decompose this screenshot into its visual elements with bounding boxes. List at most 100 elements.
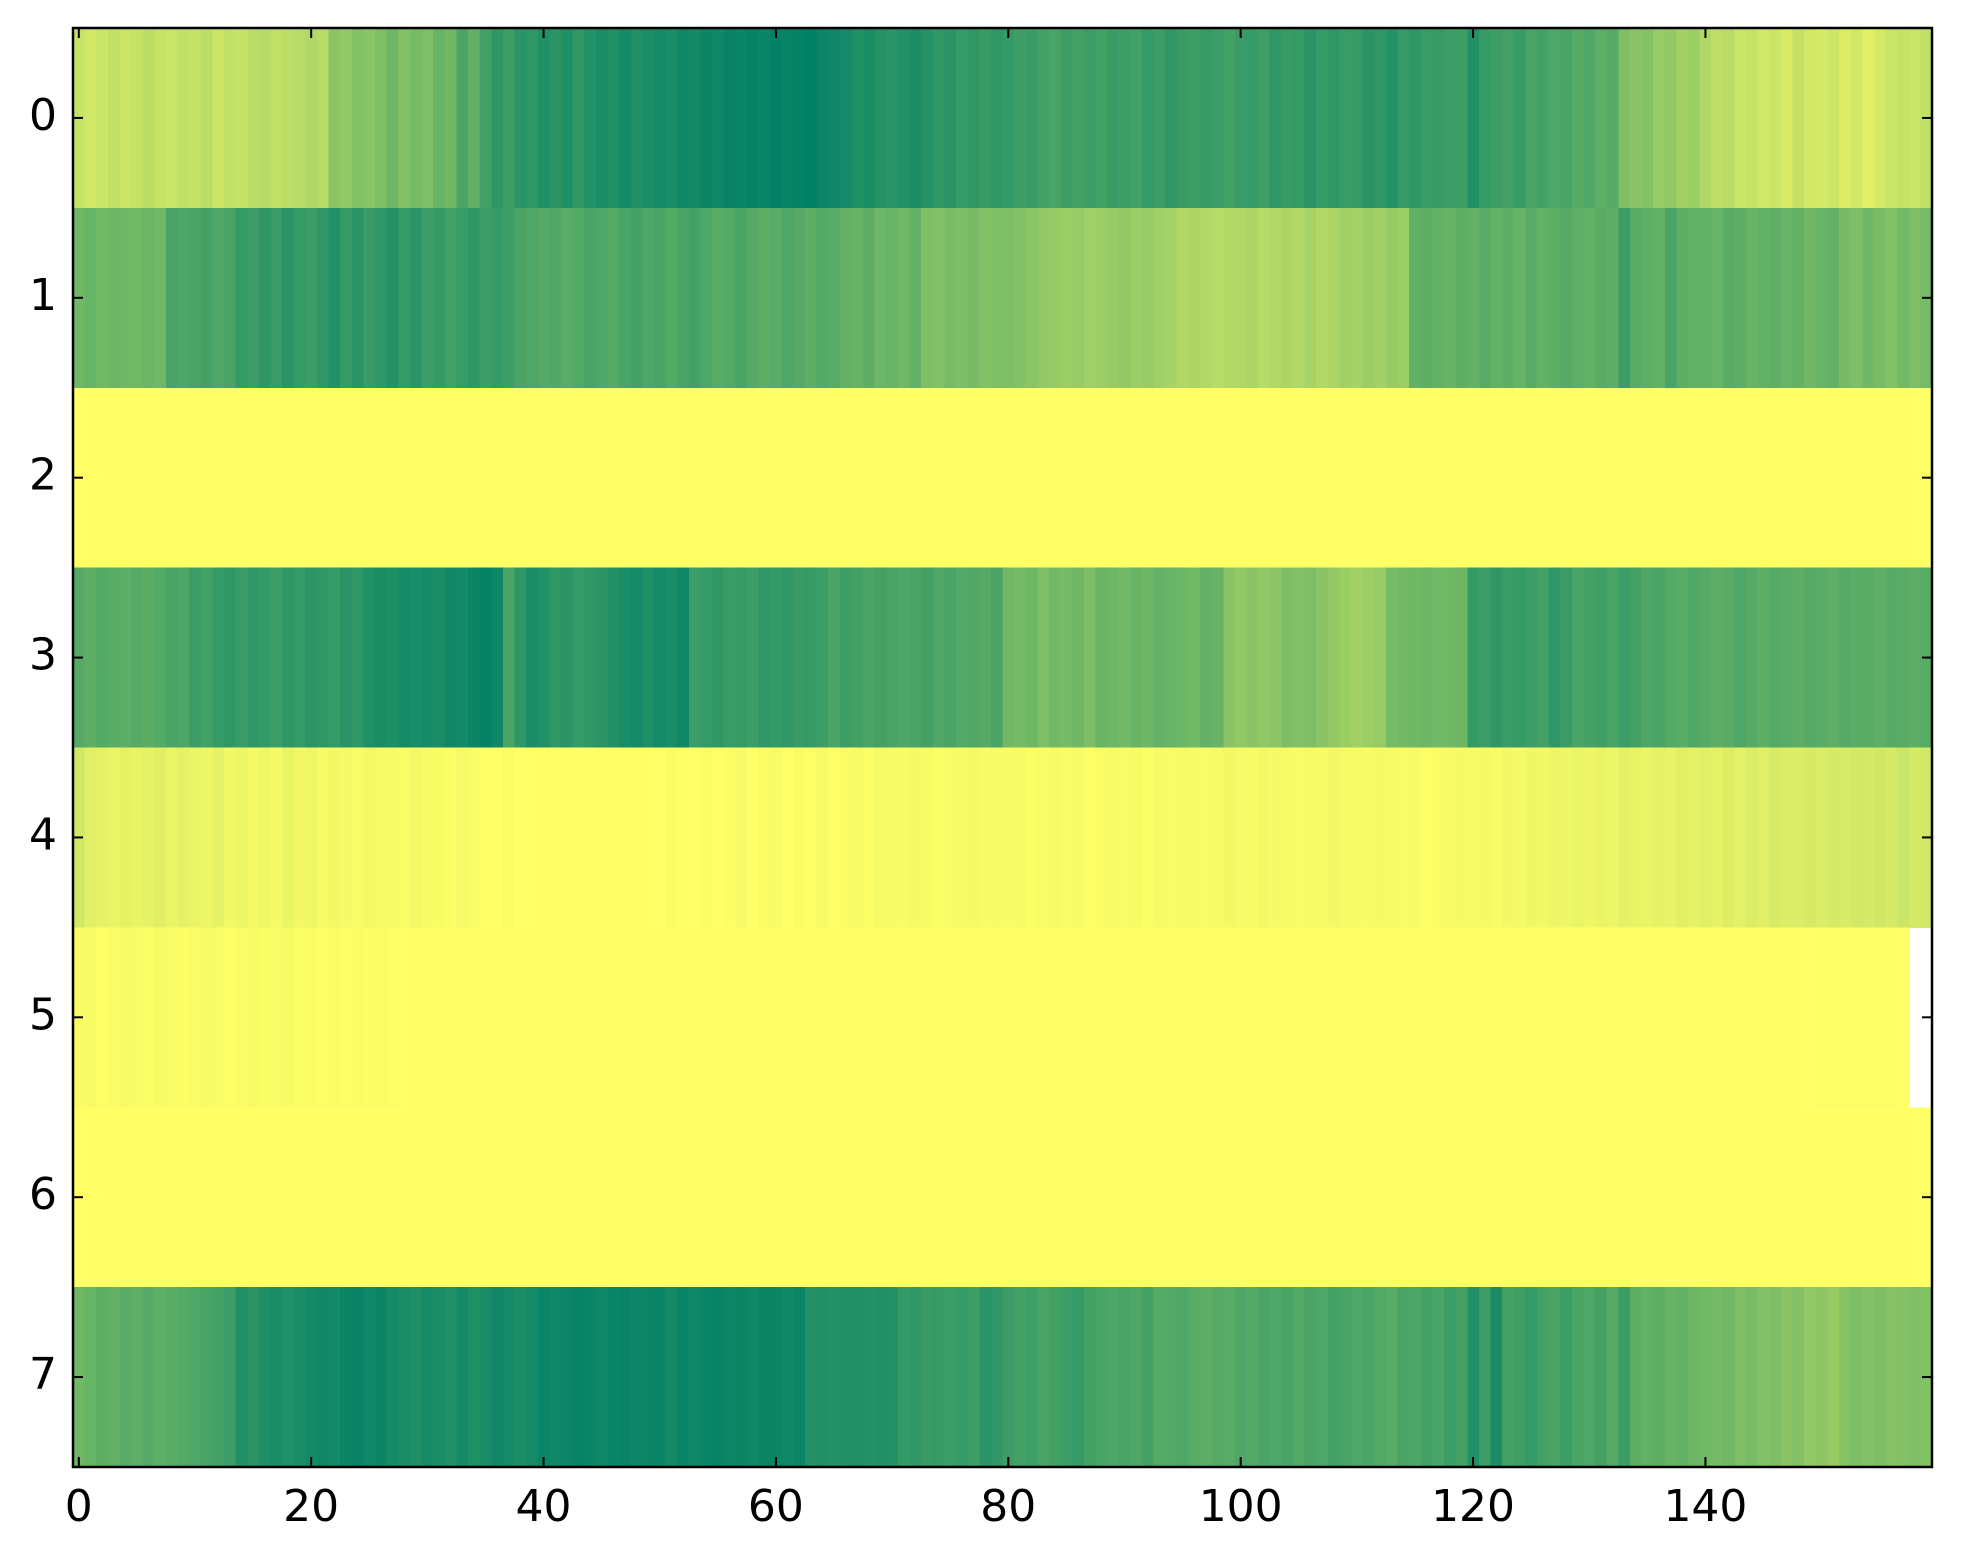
- heatmap-cell: [1780, 747, 1794, 928]
- heatmap-cell: [1676, 28, 1689, 209]
- heatmap-cell: [1629, 28, 1643, 209]
- heatmap-cell: [1804, 567, 1817, 749]
- heatmap-cell: [1200, 207, 1213, 389]
- heatmap-cell: [1118, 1107, 1131, 1288]
- heatmap-cell: [235, 567, 248, 749]
- heatmap-cell: [1641, 1107, 1654, 1288]
- heatmap-cell: [921, 387, 934, 569]
- heatmap-cell: [1060, 927, 1073, 1108]
- heatmap-cell: [1351, 1107, 1364, 1288]
- heatmap-cell: [1025, 1107, 1038, 1288]
- heatmap-cell: [584, 28, 597, 209]
- heatmap-cell: [1908, 1287, 1921, 1468]
- heatmap-cell: [1316, 1287, 1329, 1468]
- heatmap-cell: [1292, 387, 1306, 569]
- heatmap-cell: [1525, 28, 1538, 209]
- heatmap-cell: [1141, 927, 1155, 1108]
- heatmap-cell: [316, 1107, 330, 1288]
- heatmap-cell: [1002, 1107, 1015, 1288]
- heatmap-cell: [1141, 207, 1155, 389]
- heatmap-cell: [1083, 927, 1097, 1108]
- heatmap-cell: [1734, 567, 1747, 749]
- heatmap-cell: [96, 207, 109, 389]
- heatmap-cell: [1420, 387, 1433, 569]
- heatmap-cell: [1595, 567, 1608, 749]
- heatmap-cell: [1130, 567, 1143, 749]
- heatmap-cell: [409, 1287, 423, 1468]
- heatmap-cell: [1885, 1107, 1898, 1288]
- heatmap-cell: [630, 747, 643, 928]
- heatmap-cell: [1211, 207, 1224, 389]
- heatmap-cell: [200, 387, 214, 569]
- heatmap-cell: [1548, 1287, 1561, 1468]
- heatmap-cell: [1258, 387, 1271, 569]
- heatmap-cell: [921, 207, 934, 389]
- heatmap-cell: [235, 207, 248, 389]
- heatmap-cell: [967, 1287, 980, 1468]
- heatmap-cell: [1176, 207, 1189, 389]
- heatmap-cell: [804, 927, 818, 1108]
- heatmap-cell: [235, 1287, 248, 1468]
- heatmap-cell: [165, 1287, 179, 1468]
- heatmap-cell: [1327, 387, 1341, 569]
- heatmap-cell: [793, 927, 806, 1108]
- axes-frame: [71, 26, 1934, 1469]
- heatmap-cell: [874, 927, 887, 1108]
- heatmap-cell: [1560, 567, 1573, 749]
- heatmap-cell: [549, 28, 562, 209]
- heatmap-cell: [224, 1287, 237, 1468]
- heatmap-cell: [1885, 747, 1898, 928]
- heatmap-cell: [863, 1107, 876, 1288]
- heatmap-cell: [1327, 567, 1341, 749]
- heatmap-cell: [630, 1107, 643, 1288]
- heatmap-cell: [956, 1107, 969, 1288]
- heatmap-cell: [560, 1287, 574, 1468]
- heatmap-cell: [828, 567, 841, 749]
- heatmap-cell: [1641, 28, 1654, 209]
- heatmap-cell: [1200, 567, 1213, 749]
- heatmap-cell: [1862, 567, 1875, 749]
- heatmap-cell: [1525, 747, 1538, 928]
- heatmap-cell: [1246, 1287, 1259, 1468]
- heatmap-cell: [468, 207, 481, 389]
- heatmap-cell: [677, 1107, 690, 1288]
- heatmap-cell: [305, 28, 318, 209]
- heatmap-cell: [131, 387, 144, 569]
- heatmap-cell: [1397, 28, 1410, 209]
- heatmap-cell: [1223, 1107, 1236, 1288]
- heatmap-cell: [816, 1107, 829, 1288]
- heatmap-cell: [154, 927, 167, 1108]
- heatmap-cell: [1444, 28, 1457, 209]
- heatmap-cell: [944, 747, 957, 928]
- heatmap-cell: [1804, 1287, 1817, 1468]
- heatmap-cell: [514, 1287, 527, 1468]
- heatmap-cell: [316, 927, 330, 1108]
- heatmap-cell: [549, 1107, 562, 1288]
- heatmap-cell: [1130, 1107, 1143, 1288]
- heatmap-cell: [1234, 747, 1248, 928]
- heatmap-cell: [909, 387, 922, 569]
- heatmap-cell: [1490, 207, 1503, 389]
- heatmap-cell: [1467, 1107, 1480, 1288]
- heatmap-cell: [1432, 747, 1445, 928]
- heatmap-cell: [96, 747, 109, 928]
- heatmap-cell: [1873, 1287, 1887, 1468]
- heatmap-cell: [456, 387, 469, 569]
- heatmap-cell: [944, 387, 957, 569]
- heatmap-cell: [793, 1287, 806, 1468]
- heatmap-cell: [1200, 28, 1213, 209]
- heatmap-cell: [1176, 747, 1189, 928]
- heatmap-cell: [1037, 1107, 1050, 1288]
- heatmap-cell: [1839, 387, 1852, 569]
- heatmap-cell: [665, 927, 678, 1108]
- heatmap-cell: [1583, 1287, 1596, 1468]
- heatmap-cell: [909, 747, 922, 928]
- heatmap-cell: [1060, 747, 1073, 928]
- heatmap-cell: [421, 28, 434, 209]
- heatmap-cell: [990, 567, 1004, 749]
- heatmap-cell: [781, 387, 794, 569]
- heatmap-cell: [1281, 927, 1294, 1108]
- heatmap-cell: [804, 28, 818, 209]
- heatmap-cell: [1002, 927, 1015, 1108]
